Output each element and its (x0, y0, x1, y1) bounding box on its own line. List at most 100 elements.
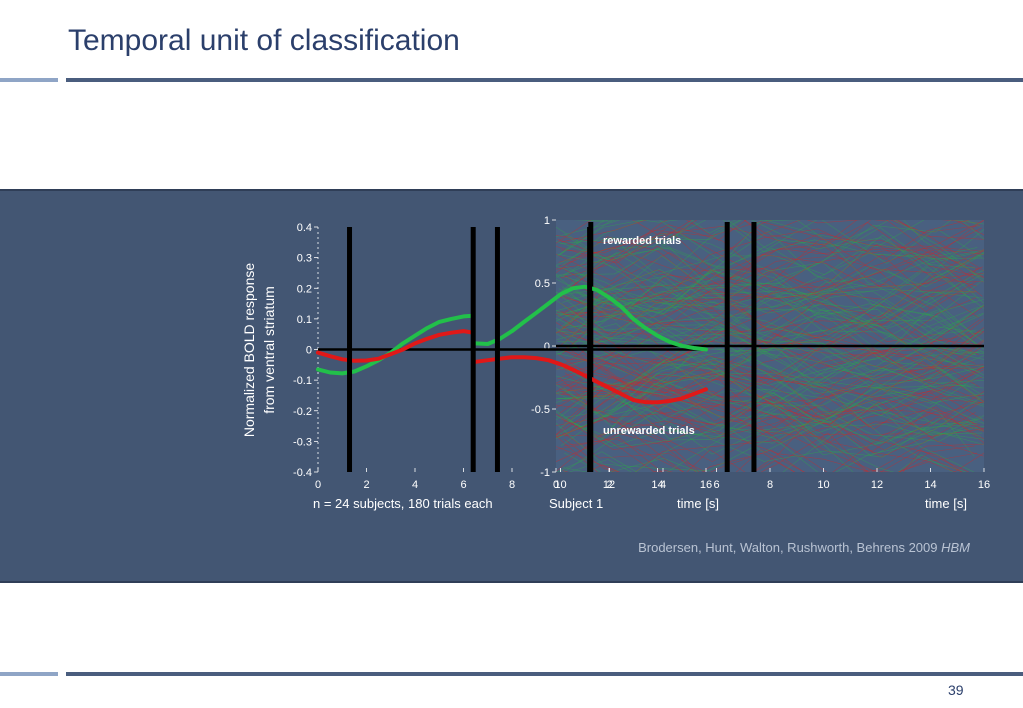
single-trial-trace (557, 290, 983, 396)
y-tick-label: 1 (544, 215, 550, 227)
single-trial-trace (556, 220, 981, 276)
single-trial-trace (562, 245, 984, 325)
single-trial-trace (556, 253, 975, 336)
y-tick-label: 0.1 (297, 314, 312, 326)
single-trial-trace (727, 220, 984, 283)
x-tick-label: 4 (412, 479, 418, 491)
single-trial-trace (556, 254, 977, 367)
single-trial-trace (556, 313, 976, 365)
title-rule-accent (0, 78, 58, 82)
single-trial-trace (565, 234, 984, 345)
single-trial-trace (556, 220, 978, 257)
x-tick-label: 14 (651, 479, 663, 491)
single-trial-trace (560, 220, 984, 328)
x-tick-label: 0 (553, 479, 559, 491)
single-trial-trace (632, 220, 890, 236)
footer-rule (66, 672, 1023, 676)
x-tick-label: 8 (509, 479, 515, 491)
single-trial-trace (556, 436, 795, 472)
single-trial-trace (556, 282, 982, 359)
subject-caption: Subject 1 (549, 496, 603, 511)
x-axis-label-a: time [s] (677, 496, 719, 511)
single-trial-trace (556, 230, 984, 336)
x-tick-label: 10 (817, 479, 829, 491)
single-trial-trace (556, 283, 984, 436)
y-tick-label: 0.2 (297, 283, 312, 295)
x-tick-label: 12 (871, 479, 883, 491)
single-trial-trace (556, 280, 983, 349)
single-trial-traces (556, 220, 984, 472)
x-tick-label: 2 (363, 479, 369, 491)
x-tick-label: 6 (460, 479, 466, 491)
single-trial-trace (556, 366, 984, 444)
single-trial-trace (562, 290, 979, 349)
footer-rule-accent (0, 672, 58, 676)
single-trial-trace (556, 299, 984, 386)
single-trial-trace (556, 367, 984, 441)
citation: Brodersen, Hunt, Walton, Rushworth, Behr… (638, 540, 970, 555)
single-trial-trace (561, 249, 984, 413)
x-tick-label: 4 (660, 479, 666, 491)
single-trial-trace (560, 220, 645, 255)
x-tick-label: 12 (603, 479, 615, 491)
event-marker (751, 222, 757, 472)
single-trial-trace (558, 322, 984, 369)
single-trial-trace (560, 220, 983, 297)
single-trial-trace (559, 351, 984, 429)
rewarded-trials-line (316, 313, 476, 376)
y-axis-label-line2: from ventral striatum (261, 286, 277, 414)
single-trial-trace (556, 253, 984, 352)
single-trial-trace (558, 220, 984, 263)
single-trial-trace (556, 292, 975, 394)
x-tick-label: 2 (606, 479, 612, 491)
single-trial-trace (556, 382, 982, 437)
single-trial-trace (562, 432, 892, 472)
slide-title: Temporal unit of classification (68, 24, 460, 57)
x-tick-label: 14 (924, 479, 936, 491)
single-trial-trace (898, 458, 963, 472)
single-trial-trace (556, 220, 984, 266)
single-trial-trace (556, 242, 984, 313)
y-tick-label: -0.5 (531, 404, 550, 416)
single-trial-trace (562, 450, 970, 472)
y-tick-label: -0.1 (293, 375, 312, 387)
single-trial-trace (556, 220, 984, 309)
unrewarded-trials-label: unrewarded trials (603, 425, 695, 437)
title-rule (66, 78, 1023, 82)
single-trial-trace (561, 353, 983, 420)
x-tick-label: 16 (700, 479, 712, 491)
y-tick-label: 0.3 (297, 253, 312, 265)
x-tick-label: 6 (713, 479, 719, 491)
single-trial-trace (556, 220, 975, 280)
single-trial-trace (562, 276, 984, 346)
single-trial-trace (557, 232, 984, 303)
single-trial-trace (556, 291, 984, 405)
single-trial-trace (556, 221, 984, 274)
citation-journal: HBM (941, 540, 970, 555)
rewarded-trials-label: rewarded trials (603, 235, 681, 247)
single-trial-trace (556, 245, 979, 313)
y-tick-label: 0.5 (535, 278, 550, 290)
group-average-plot: Normalized BOLD response from ventral st… (241, 222, 712, 491)
single-trial-trace (941, 220, 980, 224)
x-tick-label: 8 (767, 479, 773, 491)
single-trial-trace (565, 359, 956, 472)
event-marker (470, 227, 476, 472)
single-trial-trace (573, 220, 984, 265)
y-axis-label-line1: Normalized BOLD response (241, 263, 257, 438)
x-tick-label: 16 (978, 479, 990, 491)
y-tick-label: 0.4 (297, 222, 312, 234)
single-trial-trace (563, 361, 980, 416)
single-trial-trace (561, 311, 984, 426)
citation-authors: Brodersen, Hunt, Walton, Rushworth, Behr… (638, 540, 941, 555)
single-trial-trace (563, 220, 707, 277)
y-tick-label: -0.3 (293, 436, 312, 448)
single-trial-trace (556, 451, 762, 472)
band-bottom-edge (0, 581, 1023, 583)
y-tick-label: 0 (544, 341, 550, 353)
single-trial-trace (568, 403, 975, 472)
sample-size-caption: n = 24 subjects, 180 trials each (313, 496, 493, 511)
page-number: 39 (948, 682, 964, 698)
single-trial-trace (556, 345, 983, 462)
